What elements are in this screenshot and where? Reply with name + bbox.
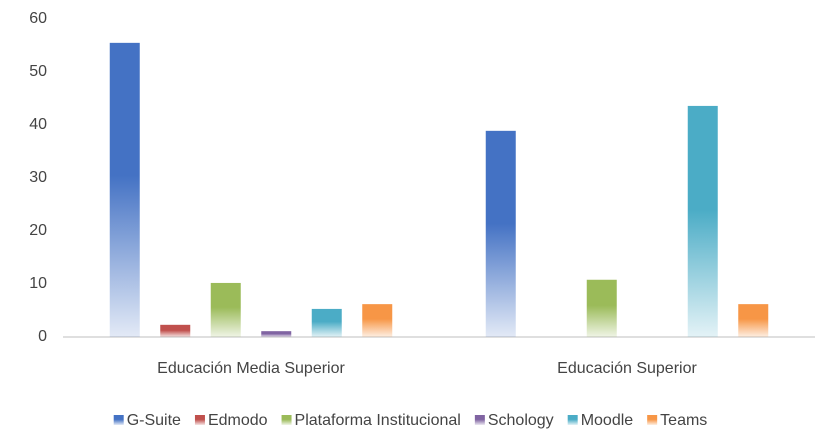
bar: [738, 304, 769, 337]
legend-swatch: [647, 415, 658, 425]
y-tick-label: 40: [29, 116, 47, 133]
legend-label: Plataforma Institucional: [295, 412, 461, 429]
legend-swatch: [474, 415, 485, 425]
y-tick-label: 50: [29, 63, 47, 80]
bar: [210, 282, 241, 337]
y-tick-label: 0: [38, 328, 47, 345]
legend-label: Schology: [488, 412, 554, 429]
bar: [261, 331, 292, 337]
legend-label: G-Suite: [127, 412, 181, 429]
x-tick-label: Educación Media Superior: [157, 360, 345, 377]
bar: [311, 308, 342, 337]
y-tick-label: 30: [29, 169, 47, 186]
legend-swatch: [567, 415, 578, 425]
legend-swatch: [113, 415, 124, 425]
bar: [687, 105, 718, 337]
y-tick-label: 60: [29, 10, 47, 27]
bar: [586, 279, 617, 337]
legend-label: Edmodo: [208, 412, 268, 429]
y-tick-label: 20: [29, 222, 47, 239]
bar: [109, 42, 140, 337]
legend-swatch: [281, 415, 292, 425]
bar: [160, 324, 191, 337]
x-tick-label: Educación Superior: [557, 360, 697, 377]
bar: [362, 304, 393, 337]
y-tick-label: 10: [29, 275, 47, 292]
legend-label: Teams: [660, 412, 707, 429]
bar: [485, 130, 516, 337]
legend-swatch: [194, 415, 205, 425]
legend-label: Moodle: [581, 412, 634, 429]
